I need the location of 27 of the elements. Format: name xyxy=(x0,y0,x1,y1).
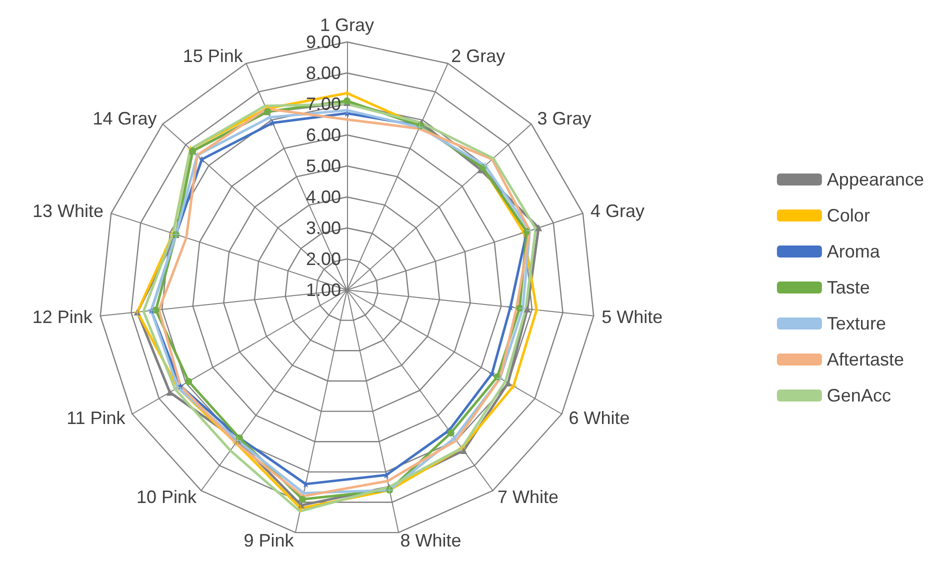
spoke-label: 13 White xyxy=(32,200,104,221)
y-tick-label: 6.00 xyxy=(306,125,341,145)
spoke-label: 6 White xyxy=(568,408,630,428)
spoke-label: 5 White xyxy=(602,306,663,327)
legend-label: Appearance xyxy=(826,170,924,190)
legend-label: GenAcc xyxy=(826,386,891,406)
legend-label: Color xyxy=(826,206,870,226)
spoke-label: 12 Pink xyxy=(32,306,94,327)
legend-label: Aftertaste xyxy=(826,350,904,370)
spoke-label: 2 Gray xyxy=(451,46,506,66)
y-tick-label: 8.00 xyxy=(306,63,341,83)
spoke-label: 9 Pink xyxy=(244,530,295,550)
spoke-label: 3 Gray xyxy=(537,108,592,129)
spoke-label: 8 White xyxy=(400,530,462,550)
spoke-label: 4 Gray xyxy=(590,200,644,221)
y-tick-label: 5.00 xyxy=(306,156,341,176)
spoke-label: 10 Pink xyxy=(136,487,198,508)
spoke-label: 15 Pink xyxy=(182,46,244,66)
y-tick-label: 4.00 xyxy=(306,187,341,207)
y-tick-label: 9.00 xyxy=(306,32,341,52)
spoke-label: 11 Pink xyxy=(66,408,126,428)
legend-label: Taste xyxy=(826,278,870,298)
spoke-label: 7 White xyxy=(497,487,559,508)
legend-label: Aroma xyxy=(826,242,881,262)
spoke-label: 14 Gray xyxy=(92,108,157,129)
spoke-label: 1 Gray xyxy=(320,15,374,35)
legend-label: Texture xyxy=(826,314,886,334)
